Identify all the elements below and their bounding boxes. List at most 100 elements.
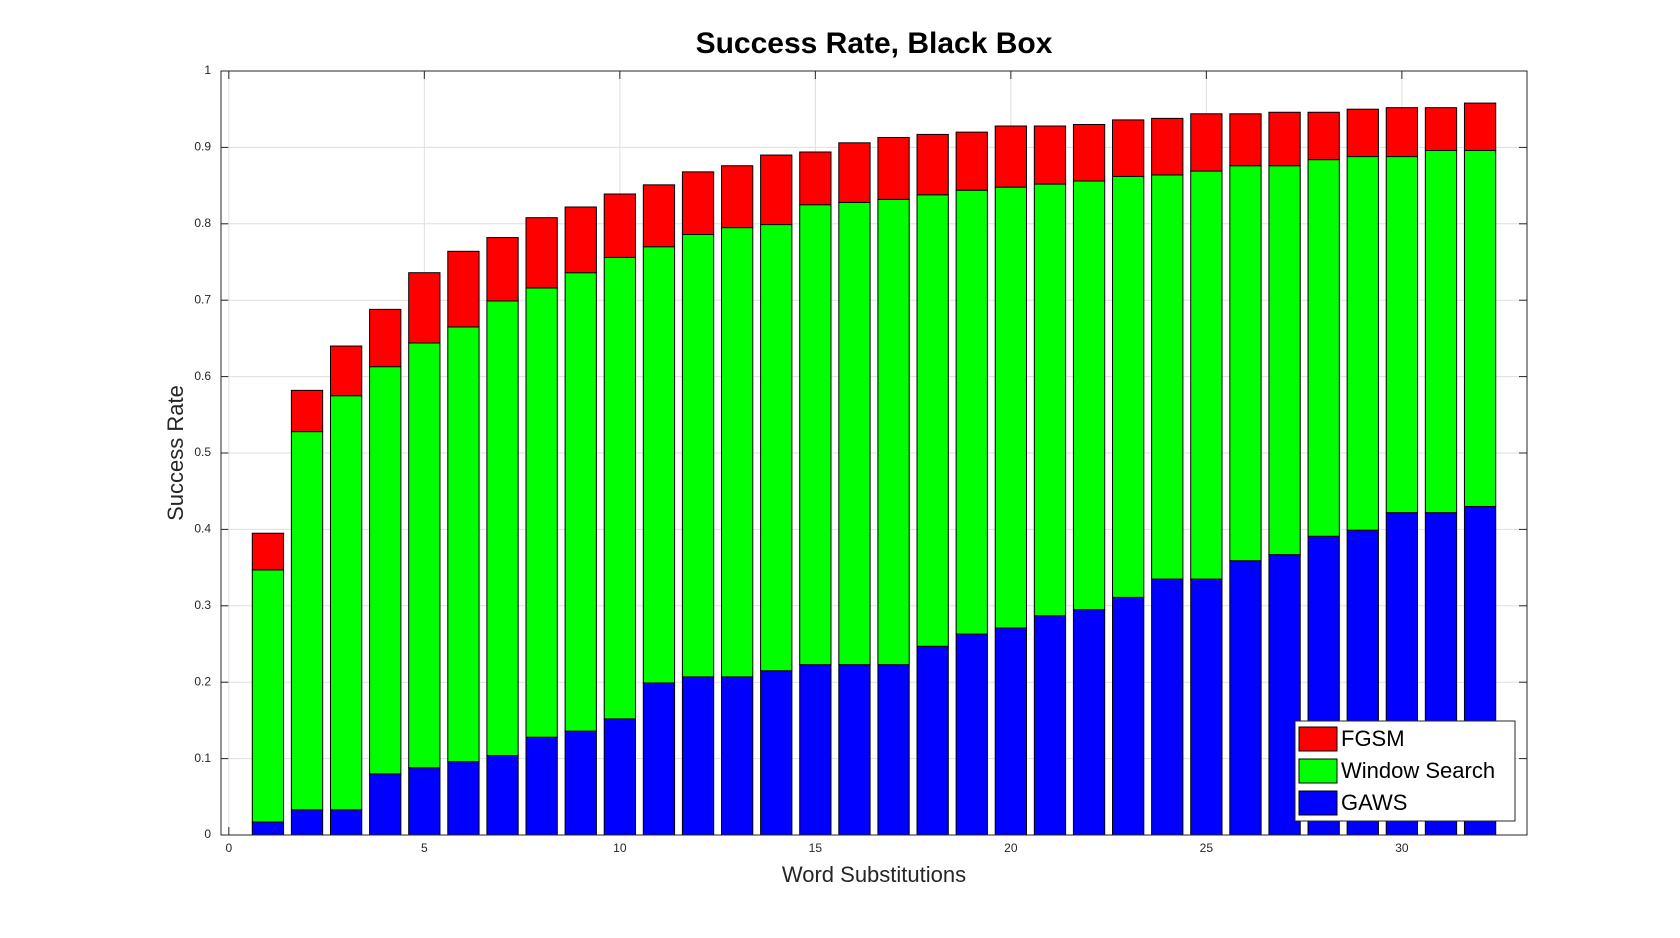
y-tick-label: 0.8 [194,216,211,230]
legend-swatch [1298,790,1338,816]
bar-segment [799,204,832,666]
x-tick-label: 25 [1200,841,1214,855]
bar-segment [681,676,715,836]
bar-segment [877,664,910,836]
bar-segment [799,151,832,206]
bar-segment [877,136,910,200]
bar-segment [1033,615,1067,836]
bar-segment [1151,117,1184,176]
bar-segment [838,142,871,203]
bar-segment [1033,183,1067,617]
bar-segment [1072,609,1106,836]
bar-segment [916,133,949,196]
bar-segment [1190,113,1223,172]
y-tick-label: 0.6 [194,369,211,383]
y-tick-label: 0.2 [194,674,211,688]
bar-segment [994,627,1027,836]
bar-segment [1385,156,1419,514]
bar-segment [838,201,871,666]
bar-segment [408,272,441,344]
bar-segment [1268,111,1301,167]
bar-segment [447,326,480,763]
bar-segment [525,217,558,289]
bar-segment [251,532,285,571]
bar-segment [290,389,324,433]
bar-segment [994,186,1027,629]
x-tick-label: 30 [1395,841,1409,855]
bar-segment [642,184,676,248]
bar-segment [1268,165,1301,556]
y-tick-label: 0 [204,827,211,841]
x-tick-label: 15 [809,841,823,855]
legend-swatch [1298,758,1338,784]
bar-segment [721,227,754,678]
bar-segment [1229,165,1262,562]
y-tick-label: 0.5 [194,445,211,459]
bar-segment [447,250,480,328]
bar-segment [486,300,519,757]
bar-segment [721,165,754,229]
axes-box [220,70,1528,836]
x-tick-label: 20 [1004,841,1018,855]
bar-segment [329,395,363,811]
y-tick-label: 1 [204,63,211,77]
bar-segment [369,773,402,836]
bar-segment [1072,180,1106,611]
bar-segment [799,664,832,836]
bar-segment [760,224,793,672]
bar-segment [760,154,793,226]
bar-segment [838,664,871,836]
y-tick-label: 0.9 [194,140,211,154]
bar-segment [486,237,519,302]
bar-segment [369,308,402,368]
legend-label: FGSM [1341,726,1405,751]
x-axis-label: Word Substitutions [782,862,966,887]
bar-segment [1190,578,1223,836]
bar-segment [564,272,597,732]
bar-segment [408,342,441,769]
bar-segment [603,256,636,720]
bar-segment [525,287,558,738]
bar-segment [603,193,636,258]
bar-segment [916,645,949,836]
bar-segment [564,730,597,836]
y-tick-label: 0.3 [194,598,211,612]
legend-label: Window Search [1341,758,1495,783]
bar-segment [1307,111,1340,161]
bar-segment [1463,102,1497,151]
y-axis-label: Success Rate [163,385,188,521]
x-tick-label: 0 [225,841,232,855]
bar-segment [1346,108,1379,158]
bar-segment [1229,560,1262,836]
bar-segment [525,736,558,836]
bar-segment [290,809,324,836]
bar-segment [564,206,597,274]
bar-segment [955,131,988,191]
bar-segment [916,194,949,647]
bar-segment [642,682,676,836]
bar-segment [1033,125,1067,185]
bar-segment [955,633,988,836]
bar-segment [877,198,910,666]
bar-segment [1190,170,1223,580]
bar-segment [1112,596,1145,836]
bar-segment [994,125,1027,188]
bar-segment [1151,578,1184,836]
x-tick-label: 10 [613,841,627,855]
bar-segment [251,569,285,823]
bar-segment [329,345,363,397]
bar-segment [290,431,324,811]
bar-segment [1424,107,1458,151]
bar-segment [1346,156,1379,531]
bar-segment [1424,149,1458,514]
y-tick-label: 0.1 [194,751,211,765]
bar-segment [1385,107,1419,158]
y-tick-label: 0.7 [194,292,211,306]
bar-segment [642,246,676,684]
bar-segment [1463,149,1497,507]
bar-segment [408,767,441,836]
legend-swatch [1298,726,1338,752]
bar-segment [1112,119,1145,177]
bar-segment [486,755,519,836]
